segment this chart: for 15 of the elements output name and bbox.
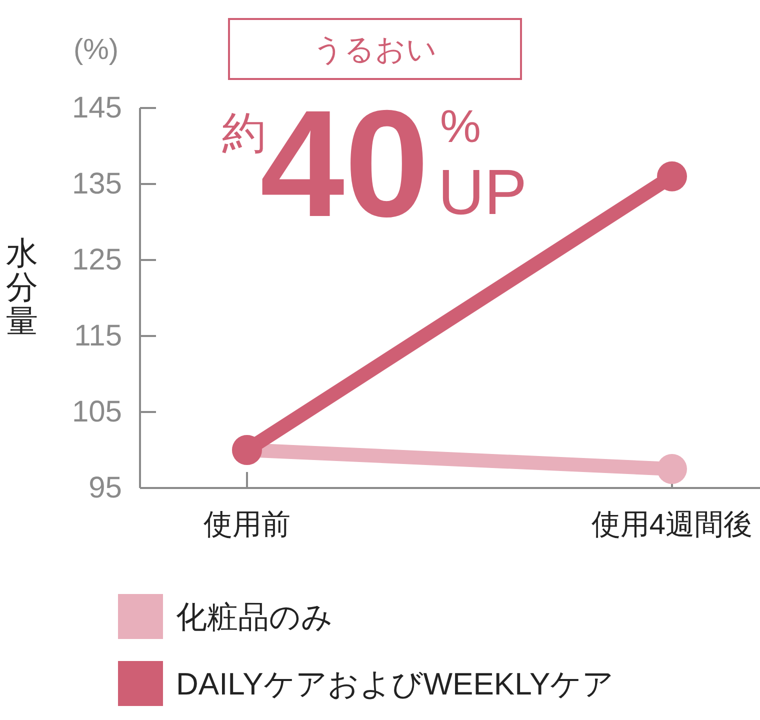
y-tick-label: 145 (72, 92, 122, 124)
legend-label: 化粧品のみ (176, 600, 333, 634)
y-tick-label: 105 (72, 396, 122, 428)
x-tick-label: 使用前 (204, 509, 290, 541)
y-tick-label: 135 (72, 168, 122, 200)
x-tick-label: 使用4週間後 (591, 509, 753, 541)
chart-title: うるおい (313, 34, 437, 66)
text: (%) (73, 34, 119, 66)
legend-label: DAILYケアおよびWEEKLYケア (176, 666, 614, 702)
point (657, 454, 687, 484)
point (657, 161, 687, 192)
y-axis-title: 水分量 (6, 235, 38, 339)
y-tick-label: 125 (72, 244, 122, 276)
y-tick-label: 115 (74, 320, 122, 352)
y-tick-label: 95 (88, 472, 122, 504)
